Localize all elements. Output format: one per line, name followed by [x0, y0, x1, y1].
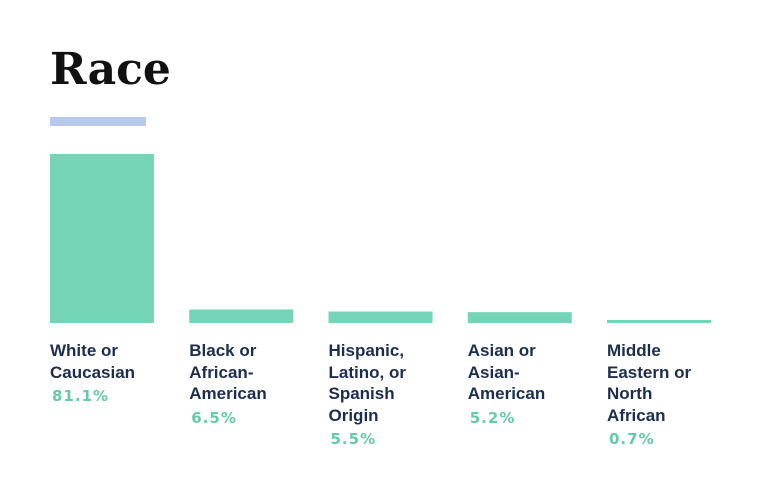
bar-4: [607, 320, 711, 323]
category-label-line: Hispanic,: [328, 341, 405, 360]
value-label: 6.5%: [191, 408, 237, 427]
category-label-line: Asian-: [467, 362, 520, 382]
category-label-line: American: [189, 384, 267, 403]
category-label-line: Middle: [607, 341, 661, 360]
value-label: 81.1%: [52, 387, 110, 405]
category-3: Asian or Asian- American 5.2%: [468, 340, 608, 429]
category-4: Middle Eastern or North African 0.7%: [607, 340, 747, 450]
category-2: Hispanic, Latino, or Spanish Origin 5.5%: [329, 340, 469, 450]
bar-3: [467, 312, 572, 323]
bar-0: [50, 154, 154, 323]
category-1: Black or African- American 6.5%: [189, 340, 329, 429]
category-label-line: Eastern or: [607, 362, 692, 382]
category-label-line: African: [607, 405, 666, 425]
category-label-line: African-: [189, 362, 254, 382]
value-label: 0.7%: [609, 430, 655, 448]
category-label-line: North: [607, 384, 653, 403]
category-label-line: Caucasian: [50, 362, 136, 382]
category-label-line: Latino, or: [328, 362, 406, 382]
bar-2: [328, 311, 433, 323]
value-label: 5.5%: [330, 430, 377, 448]
value-label: 5.2%: [469, 408, 516, 427]
category-0: White or Caucasian 81.1%: [50, 340, 190, 407]
category-label-line: Origin: [328, 405, 379, 425]
category-label-line: American: [467, 384, 546, 403]
title-accent-bar: [50, 117, 146, 126]
chart-title: Race: [50, 44, 171, 95]
bar-1: [189, 309, 294, 323]
category-label-line: Black or: [189, 341, 257, 360]
category-label-line: White or: [50, 341, 118, 360]
category-label-line: Spanish: [328, 384, 395, 403]
category-label-line: Asian or: [467, 341, 536, 360]
